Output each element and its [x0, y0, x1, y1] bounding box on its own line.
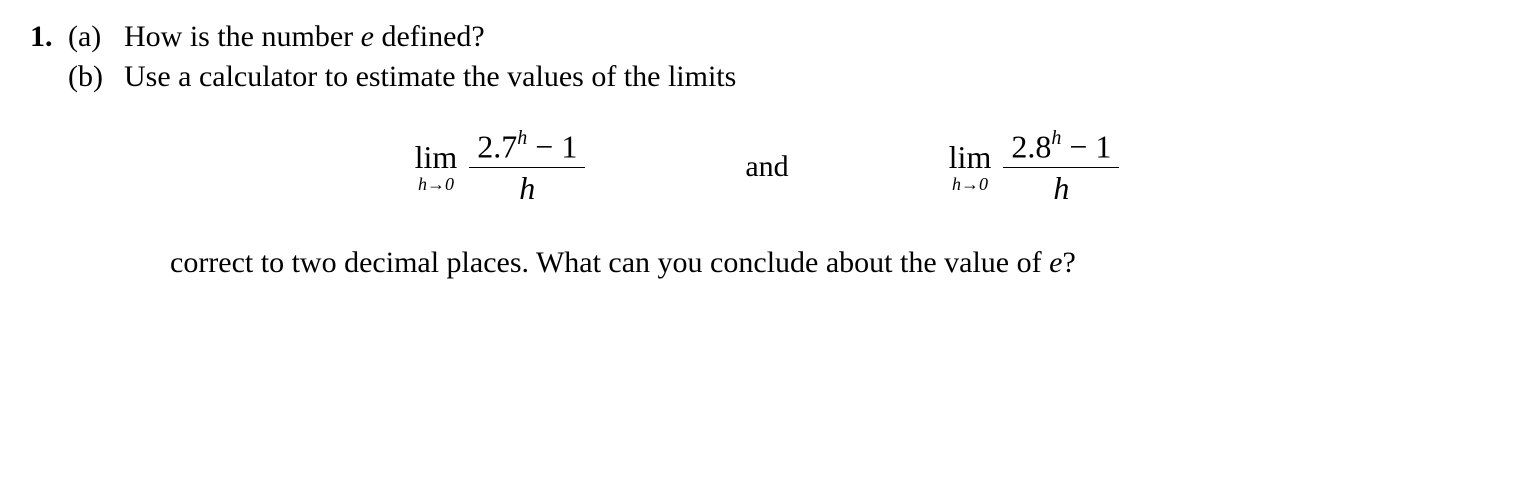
problem-number: 1.: [30, 20, 60, 54]
math-problem: 1. (a) How is the number e defined? (b) …: [30, 20, 1504, 285]
part-b-line: (b) Use a calculator to estimate the val…: [30, 60, 1504, 94]
base-2: 2.8: [1011, 129, 1051, 165]
part-a-label: (a): [68, 20, 116, 54]
part-a-before: How is the number: [124, 20, 361, 53]
math-display-row: lim h→0 2.7h − 1 h and lim h→0 2.8h − 1 …: [30, 100, 1504, 234]
fraction-2: 2.8h − 1 h: [1003, 130, 1119, 204]
and-word: and: [735, 150, 798, 184]
limit-1: lim h→0 2.7h − 1 h: [415, 130, 586, 204]
lim-label-2: lim: [949, 141, 992, 173]
part-b-intro: Use a calculator to estimate the values …: [124, 60, 736, 94]
part-a-after: defined?: [374, 20, 485, 53]
part-b-label: (b): [68, 60, 116, 94]
e-symbol: e: [361, 20, 374, 53]
lim-operator-1: lim h→0: [415, 141, 458, 193]
denominator-1: h: [519, 168, 535, 204]
base-1: 2.7: [477, 129, 517, 165]
exp-2: h: [1051, 127, 1061, 149]
lim-operator-2: lim h→0: [949, 141, 992, 193]
part-a-text: How is the number e defined?: [124, 20, 485, 54]
conclusion-text: correct to two decimal places. What can …: [30, 240, 1504, 285]
minus1-1: − 1: [527, 129, 577, 165]
limit-2: lim h→0 2.8h − 1 h: [949, 130, 1120, 204]
denominator-2: h: [1053, 168, 1069, 204]
conclusion-before: correct to two decimal places. What can …: [170, 246, 1049, 279]
lim-sub-1: h→0: [418, 175, 454, 193]
qmark: ?: [1062, 246, 1075, 279]
e-symbol-2: e: [1049, 246, 1062, 279]
numerator-2: 2.8h − 1: [1003, 130, 1119, 168]
lim-sub-2: h→0: [952, 175, 988, 193]
part-a-line: 1. (a) How is the number e defined?: [30, 20, 1504, 54]
exp-1: h: [517, 127, 527, 149]
numerator-1: 2.7h − 1: [469, 130, 585, 168]
lim-label-1: lim: [415, 141, 458, 173]
fraction-1: 2.7h − 1 h: [469, 130, 585, 204]
minus1-2: − 1: [1061, 129, 1111, 165]
